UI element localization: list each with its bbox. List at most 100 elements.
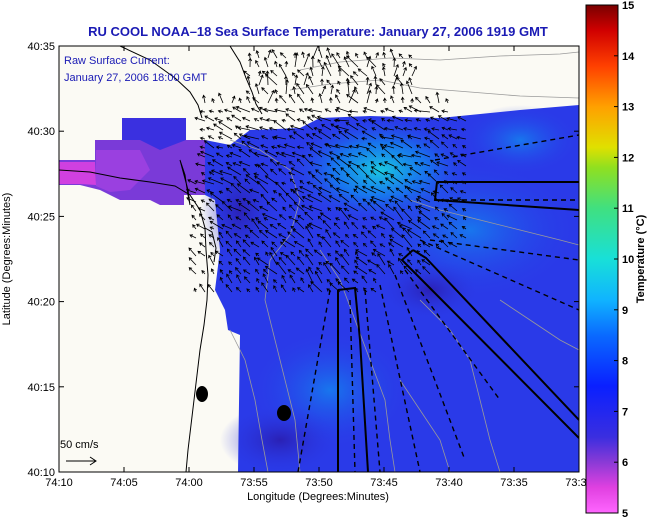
current-vector <box>242 198 251 203</box>
current-vector <box>344 233 350 239</box>
current-vector <box>338 130 350 140</box>
current-vector <box>208 254 215 266</box>
current-vector <box>326 162 332 167</box>
current-vector <box>273 285 278 293</box>
current-vector <box>406 229 422 239</box>
current-vector <box>303 52 311 68</box>
current-vector <box>296 82 305 95</box>
current-vector <box>346 55 359 68</box>
current-vector <box>343 56 350 68</box>
y-tick-label: 40:30 <box>27 126 55 138</box>
current-vector <box>415 205 422 212</box>
current-vector <box>279 252 287 257</box>
current-vector <box>425 95 431 104</box>
current-vector <box>326 47 332 59</box>
lane-6 <box>379 284 421 472</box>
current-vector <box>406 186 422 194</box>
current-vector <box>231 114 242 122</box>
y-tick-label: 40:15 <box>27 382 55 394</box>
current-vector <box>305 268 314 284</box>
current-vector <box>255 49 260 59</box>
current-vector <box>250 107 260 113</box>
current-vector <box>410 98 414 104</box>
current-vector <box>296 287 305 293</box>
current-vector <box>336 88 341 95</box>
current-vector <box>301 51 305 59</box>
current-vector <box>275 151 287 158</box>
current-vector <box>348 88 356 104</box>
x-tick-label: 73:35 <box>500 477 528 489</box>
current-vector <box>440 153 449 158</box>
sst-warm-magenta-patch <box>59 162 96 185</box>
current-vector <box>456 135 467 140</box>
y-axis-ticks: 40:35 40:30 40:25 40:20 40:15 40:10 <box>27 41 579 479</box>
current-vector <box>338 207 350 221</box>
current-vector <box>225 240 233 248</box>
current-vector <box>281 238 296 248</box>
x-axis-label: Longitude (Degrees:Minutes) <box>247 491 389 503</box>
current-vector <box>278 168 287 176</box>
current-vector <box>367 230 377 239</box>
current-vector <box>334 109 341 113</box>
current-vector <box>261 282 269 293</box>
current-vector <box>219 268 224 275</box>
current-vector <box>262 273 269 284</box>
current-vector <box>231 95 236 104</box>
current-vector <box>274 89 279 95</box>
current-vector <box>445 98 449 104</box>
colorbar-ticks: 15 14 13 12 11 10 9 8 7 6 5 <box>614 0 635 519</box>
current-vector <box>357 68 368 77</box>
current-vector <box>218 131 233 140</box>
current-vector <box>378 162 386 167</box>
current-vector <box>328 151 341 158</box>
current-vector <box>332 167 341 176</box>
current-vector <box>254 175 269 185</box>
current-vector <box>356 164 368 176</box>
current-vector <box>241 140 251 149</box>
current-vector <box>370 216 377 221</box>
current-vector <box>312 46 320 59</box>
current-vector <box>409 167 422 176</box>
current-vector <box>280 241 287 248</box>
current-vector <box>235 199 242 203</box>
current-vector <box>191 214 197 221</box>
current-vector <box>389 48 395 59</box>
current-vector <box>252 198 260 203</box>
area-southeast <box>400 249 579 439</box>
coastline-nj <box>59 169 209 472</box>
current-vector <box>390 175 404 185</box>
coastline-staten <box>119 46 203 119</box>
current-vector <box>337 68 342 77</box>
current-vector <box>420 188 431 194</box>
current-vector <box>242 249 251 257</box>
current-vector <box>408 54 413 59</box>
current-vector <box>372 225 377 230</box>
current-vector <box>434 206 440 212</box>
current-vector <box>299 179 305 185</box>
current-vector <box>298 249 305 257</box>
current-vector <box>380 135 395 140</box>
current-vector <box>347 113 359 122</box>
current-vector <box>205 202 215 212</box>
current-vector <box>382 62 386 68</box>
current-vector <box>399 224 404 230</box>
current-vector <box>200 199 206 203</box>
current-vector <box>283 143 296 149</box>
current-vector <box>390 134 404 140</box>
current-vector <box>278 192 287 203</box>
current-vector <box>417 195 431 203</box>
current-vector <box>343 277 350 284</box>
current-vector <box>390 95 395 104</box>
area-east <box>433 181 579 211</box>
current-vector <box>219 276 224 284</box>
current-vector <box>351 221 359 230</box>
current-vector <box>276 161 287 167</box>
current-vector <box>361 275 368 284</box>
coastline-brooklyn <box>229 46 263 115</box>
current-vector <box>310 97 315 104</box>
current-vector <box>297 69 305 77</box>
current-vector <box>367 201 377 212</box>
scale-label: 50 cm/s <box>60 439 99 451</box>
current-vector <box>334 217 341 221</box>
current-vector <box>207 162 215 167</box>
